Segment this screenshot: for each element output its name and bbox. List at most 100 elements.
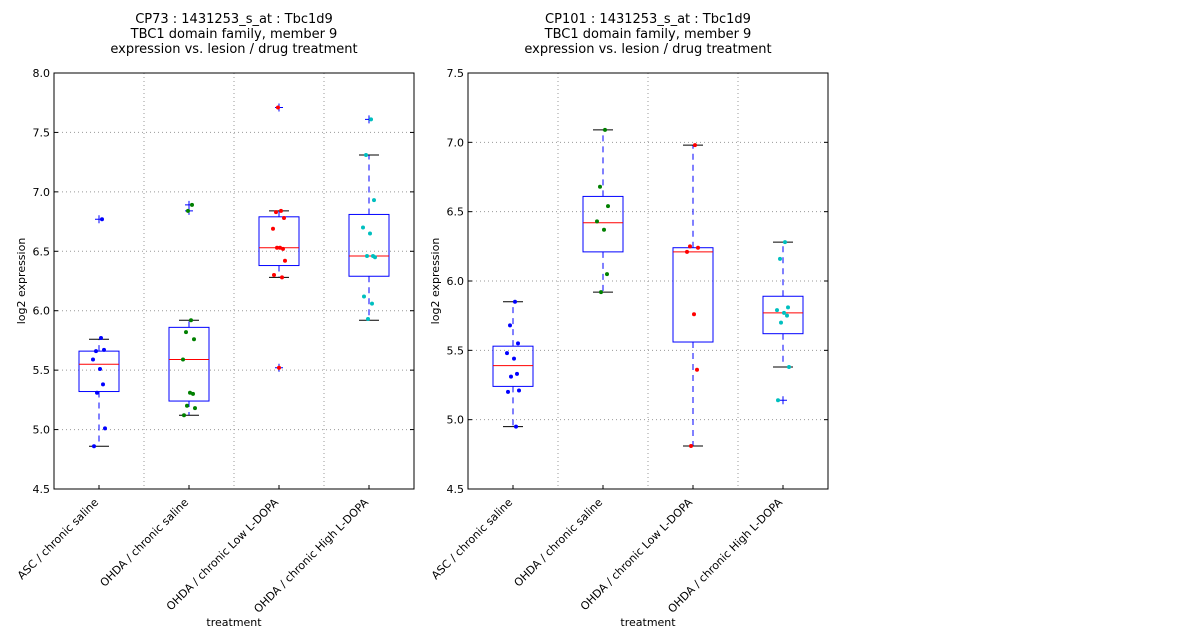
y-axis-label: log2 expression: [429, 238, 442, 325]
data-point: [193, 406, 197, 411]
data-point: [92, 444, 96, 449]
y-axis-label: log2 expression: [15, 238, 28, 325]
box-iqr: [348, 213, 390, 277]
y-tick-label: 5.5: [33, 364, 51, 377]
x-tick-label: OHDA / chronic saline: [98, 496, 192, 590]
data-point: [364, 153, 368, 158]
y-tick-label: 4.5: [447, 483, 465, 496]
x-tick-label: ASC / chronic saline: [429, 496, 515, 582]
data-point: [281, 246, 285, 251]
data-point: [283, 258, 287, 263]
y-tick-label: 7.0: [447, 136, 465, 149]
data-point: [513, 299, 517, 304]
data-point: [778, 256, 782, 261]
chart-title-line: expression vs. lesion / drug treatment: [110, 42, 357, 57]
x-tick-label: ASC / chronic saline: [15, 496, 101, 582]
box-iqr: [168, 326, 210, 402]
data-point: [595, 219, 599, 224]
box-0: [78, 215, 120, 449]
data-point: [365, 254, 369, 259]
y-tick-label: 6.5: [33, 245, 51, 258]
data-point: [689, 444, 693, 449]
flier-marker: [779, 396, 787, 405]
y-tick-label: 5.5: [447, 344, 465, 357]
data-point: [605, 272, 609, 277]
data-point: [515, 371, 519, 376]
data-point: [599, 290, 603, 295]
data-point: [516, 341, 520, 346]
data-point: [787, 364, 791, 369]
data-point: [181, 357, 185, 362]
data-point: [602, 227, 606, 232]
data-point: [182, 413, 186, 418]
x-tick-label: OHDA / chronic saline: [512, 496, 606, 590]
data-point: [370, 301, 374, 306]
box-iqr: [258, 216, 300, 267]
data-point: [282, 216, 286, 221]
data-point: [188, 390, 192, 395]
data-point: [101, 382, 105, 387]
data-point: [278, 245, 282, 250]
data-point: [598, 184, 602, 189]
chart-title-line: CP101 : 1431253_s_at : Tbc1d9: [545, 12, 751, 27]
y-tick-label: 8.0: [33, 67, 51, 80]
box-iqr: [582, 195, 624, 253]
data-point: [785, 313, 789, 318]
box-2: [258, 103, 300, 372]
data-point: [514, 424, 518, 429]
data-point: [775, 308, 779, 313]
y-tick-label: 6.5: [447, 206, 465, 219]
data-point: [505, 351, 509, 356]
axes-frame: [53, 72, 415, 490]
axes-frame: [467, 72, 829, 490]
y-tick-label: 7.0: [33, 186, 51, 199]
data-point: [779, 320, 783, 325]
box-0: [492, 299, 534, 429]
data-point: [279, 208, 283, 213]
chart-title-line: TBC1 domain family, member 9: [544, 27, 752, 42]
data-point: [185, 403, 189, 408]
box-iqr: [762, 295, 804, 335]
data-point: [275, 245, 279, 250]
data-point: [372, 198, 376, 203]
box-3: [762, 240, 804, 405]
data-point: [272, 273, 276, 278]
data-point: [692, 312, 696, 317]
data-point: [685, 249, 689, 254]
data-point: [696, 245, 700, 250]
data-point: [776, 398, 780, 403]
box-1: [168, 200, 210, 418]
data-point: [99, 336, 103, 341]
data-point: [100, 217, 104, 222]
y-tick-label: 4.5: [33, 483, 51, 496]
y-tick-label: 7.5: [447, 67, 465, 80]
y-tick-label: 6.0: [33, 305, 51, 318]
data-point: [693, 143, 697, 148]
y-tick-label: 6.0: [447, 275, 465, 288]
data-point: [782, 310, 786, 315]
data-point: [783, 240, 787, 245]
data-point: [695, 367, 699, 372]
data-point: [94, 349, 98, 354]
chart-title-line: CP73 : 1431253_s_at : Tbc1d9: [135, 12, 333, 27]
data-point: [603, 127, 607, 132]
box-3: [348, 115, 390, 322]
data-point: [786, 305, 790, 310]
data-point: [362, 294, 366, 299]
y-tick-label: 5.0: [33, 424, 51, 437]
data-point: [184, 330, 188, 335]
box-1: [582, 127, 624, 295]
data-point: [517, 388, 521, 393]
box-2: [672, 143, 714, 449]
data-point: [191, 391, 195, 396]
data-point: [277, 365, 281, 370]
data-point: [103, 426, 107, 431]
chart-title-line: expression vs. lesion / drug treatment: [524, 42, 771, 57]
data-point: [98, 366, 102, 371]
data-point: [91, 357, 95, 362]
box-iqr: [672, 247, 714, 343]
data-point: [102, 347, 106, 352]
data-point: [95, 390, 99, 395]
